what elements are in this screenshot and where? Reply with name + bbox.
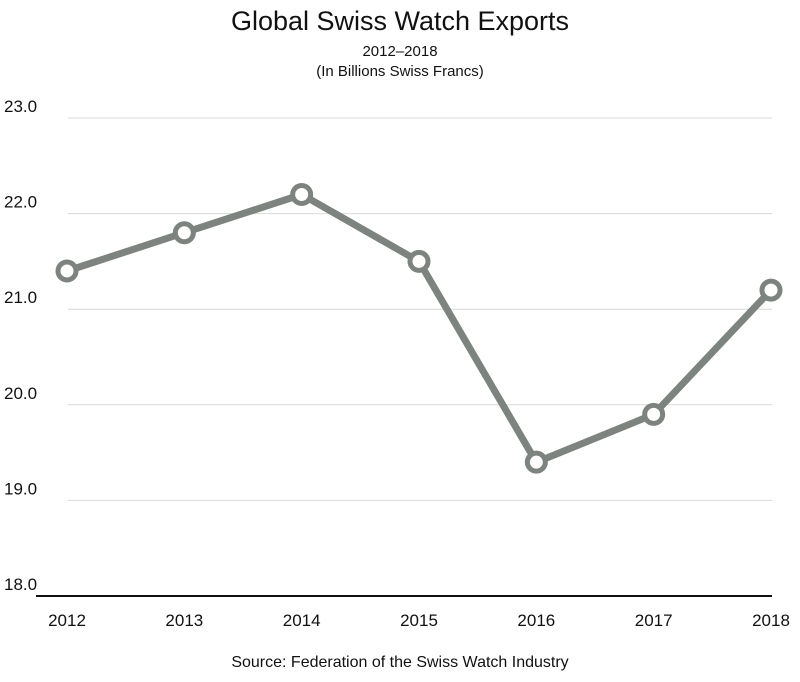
source-note: Source: Federation of the Swiss Watch In… <box>231 654 569 671</box>
x-tick-label: 2017 <box>635 611 673 630</box>
chart-title: Global Swiss Watch Exports <box>230 6 570 36</box>
data-point <box>759 278 783 302</box>
y-tick-label: 20.0 <box>4 384 37 403</box>
data-point <box>172 221 196 245</box>
x-tick-label: 2014 <box>283 611 321 630</box>
data-point-layer <box>55 182 783 474</box>
subtitle-units: (In Billions Swiss Francs) <box>316 63 484 80</box>
x-tick-label: 2016 <box>517 611 555 630</box>
series-line <box>63 191 775 466</box>
chart-subtitle: 2012–2018 (In Billions Swiss Francs) <box>0 42 800 82</box>
y-tick-label: 19.0 <box>4 479 37 498</box>
y-tick-label: 22.0 <box>4 193 37 212</box>
data-point <box>407 249 431 273</box>
x-tick-label: 2012 <box>48 611 86 630</box>
y-tick-labels: 18.0 19.0 20.0 21.0 22.0 23.0 <box>4 97 37 594</box>
data-point <box>55 259 79 283</box>
y-tick-label: 18.0 <box>4 575 37 594</box>
data-point <box>642 402 666 426</box>
y-tick-label: 23.0 <box>4 97 37 116</box>
x-tick-labels: 2012 2013 2014 2015 2016 2017 2018 <box>48 611 790 630</box>
subtitle-years: 2012–2018 <box>362 43 438 60</box>
data-point <box>290 182 314 206</box>
data-point <box>524 450 548 474</box>
grid-layer <box>36 117 772 597</box>
series-line-layer <box>63 191 775 466</box>
x-tick-label: 2018 <box>752 611 790 630</box>
x-tick-label: 2013 <box>165 611 203 630</box>
y-tick-label: 21.0 <box>4 288 37 307</box>
x-tick-label: 2015 <box>400 611 438 630</box>
